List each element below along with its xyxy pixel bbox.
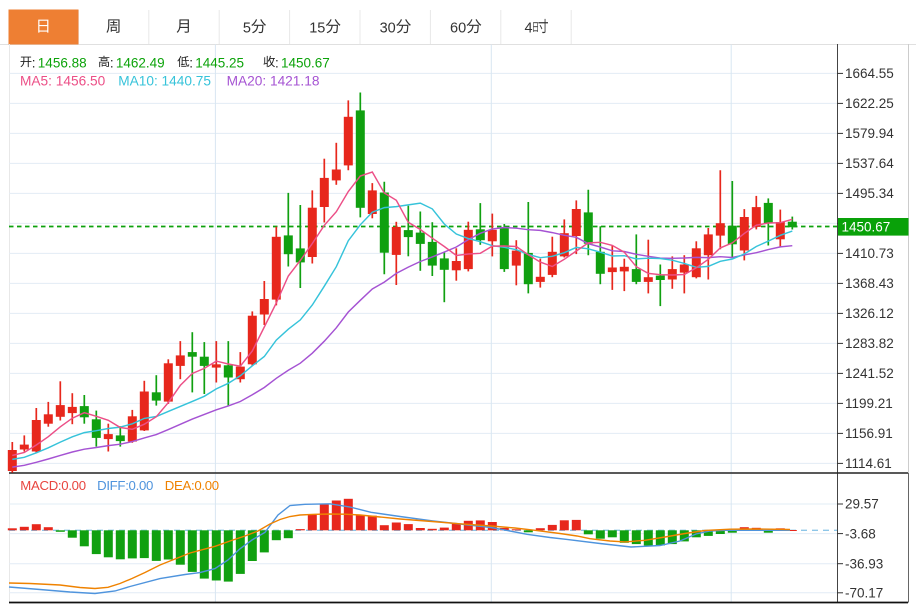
svg-text::: :	[110, 55, 114, 70]
svg-text:MA10: 1440.75: MA10: 1440.75	[118, 74, 211, 89]
svg-text:1450.67: 1450.67	[842, 220, 891, 235]
svg-text:DIFF:0.00: DIFF:0.00	[97, 478, 153, 493]
svg-text:1199.21: 1199.21	[845, 396, 893, 411]
svg-text:1664.55: 1664.55	[845, 66, 894, 81]
svg-text:1462.49: 1462.49	[116, 55, 165, 70]
svg-text:-3.68: -3.68	[845, 526, 876, 541]
svg-text:1579.94: 1579.94	[845, 126, 894, 141]
svg-text:1156.91: 1156.91	[845, 426, 893, 441]
svg-text:1622.25: 1622.25	[845, 96, 894, 111]
svg-text:1241.52: 1241.52	[845, 366, 894, 381]
svg-text:1495.34: 1495.34	[845, 186, 894, 201]
svg-text:1368.43: 1368.43	[845, 276, 894, 291]
svg-text:4: 4	[525, 21, 533, 37]
svg-text:-36.93: -36.93	[845, 556, 883, 571]
svg-text:1114.61: 1114.61	[845, 456, 892, 471]
svg-text:60: 60	[450, 21, 466, 37]
svg-text::: :	[32, 55, 36, 70]
svg-text::: :	[275, 55, 279, 70]
svg-text:1445.25: 1445.25	[195, 55, 244, 70]
svg-text:5: 5	[243, 21, 251, 37]
svg-text:MA5: 1456.50: MA5: 1456.50	[20, 74, 106, 89]
svg-text:1410.73: 1410.73	[845, 246, 894, 261]
svg-text:MACD:0.00: MACD:0.00	[20, 478, 85, 493]
svg-text:1326.12: 1326.12	[845, 306, 894, 321]
svg-text:DEA:0.00: DEA:0.00	[165, 478, 219, 493]
svg-text:29.57: 29.57	[845, 497, 879, 512]
svg-text:1456.88: 1456.88	[38, 55, 87, 70]
svg-text:1537.64: 1537.64	[845, 156, 894, 171]
svg-text::: :	[189, 55, 193, 70]
svg-text:MA20: 1421.18: MA20: 1421.18	[227, 74, 320, 89]
svg-text:30: 30	[380, 21, 396, 37]
svg-text:-70.17: -70.17	[845, 586, 883, 601]
svg-text:15: 15	[309, 21, 325, 37]
svg-text:1283.82: 1283.82	[845, 336, 894, 351]
svg-text:1450.67: 1450.67	[281, 55, 330, 70]
